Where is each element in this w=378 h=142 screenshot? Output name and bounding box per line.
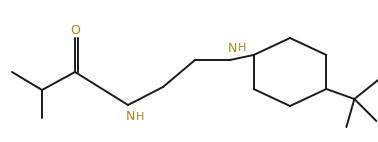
Text: H: H [238, 43, 246, 53]
Text: O: O [70, 23, 80, 36]
Text: N: N [227, 41, 237, 55]
Text: H: H [136, 112, 144, 122]
Text: N: N [125, 109, 135, 123]
